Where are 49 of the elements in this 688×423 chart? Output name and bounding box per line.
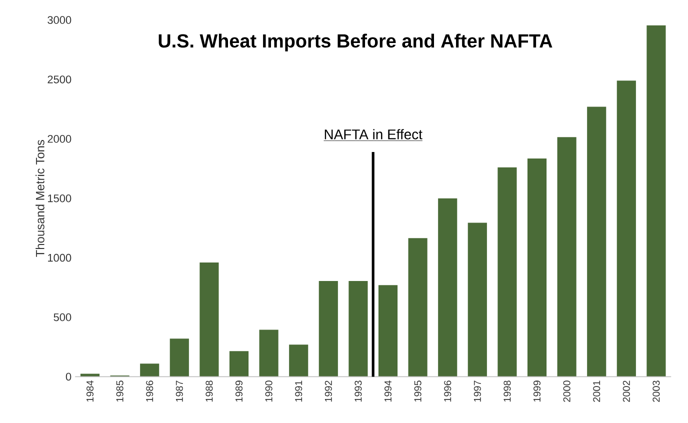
x-tick-label: 1987	[176, 380, 183, 402]
bar	[587, 106, 606, 377]
x-tick-label: 1989	[235, 380, 243, 402]
x-tick-label: 2002	[622, 380, 630, 402]
y-tick-label: 2500	[48, 76, 72, 84]
x-tick-label: 1997	[474, 380, 481, 402]
x-tick-label: 1999	[533, 380, 541, 402]
x-tick-label: 1996	[444, 380, 452, 402]
y-tick-label: 2000	[48, 135, 72, 143]
bar	[438, 198, 458, 377]
bar	[318, 280, 338, 377]
text: U.S. Wheat Imports Before and After NAFTA	[158, 34, 552, 52]
x-tick-label: 1984	[86, 380, 94, 402]
x-tick-label: 1986	[146, 380, 154, 402]
bar	[140, 364, 160, 377]
x-tick-label: 1993	[354, 380, 362, 402]
bar	[616, 80, 636, 377]
bar	[378, 285, 398, 377]
ref-line-label: NAFTA in Effect	[324, 129, 422, 140]
x-tick-label: 1991	[295, 380, 302, 402]
bar	[289, 344, 308, 377]
x-tick-label: 1988	[206, 380, 213, 402]
x-tick-label: 1985	[116, 380, 124, 402]
x-tick-label: 2003	[652, 380, 660, 402]
y-axis-title: Thousand Metric Tons	[36, 140, 44, 257]
bar	[348, 280, 368, 377]
y-tick-label: 500	[54, 313, 72, 322]
x-tick-label: 2000	[563, 380, 570, 402]
bar	[646, 25, 666, 377]
y-tick-label: 1000	[48, 254, 72, 262]
x-tick-label: 1992	[324, 380, 332, 402]
bar	[170, 338, 189, 377]
y-tick-label: 3000	[48, 16, 72, 24]
x-tick-label: 1998	[504, 380, 511, 402]
x-tick-label: 2001	[593, 380, 600, 402]
y-tick-label: 1500	[48, 194, 72, 202]
bar	[229, 351, 249, 377]
bar	[408, 238, 428, 377]
bar	[557, 137, 576, 377]
bar	[80, 374, 100, 377]
bar	[259, 330, 278, 377]
bar	[468, 222, 487, 377]
y-tick-label: 0	[66, 372, 72, 381]
bar	[527, 158, 547, 377]
x-tick-label: 1994	[384, 380, 392, 402]
x-tick-label: 1995	[414, 380, 422, 402]
x-tick-label: 1990	[265, 380, 272, 402]
bar	[498, 167, 517, 377]
bar	[200, 262, 219, 377]
